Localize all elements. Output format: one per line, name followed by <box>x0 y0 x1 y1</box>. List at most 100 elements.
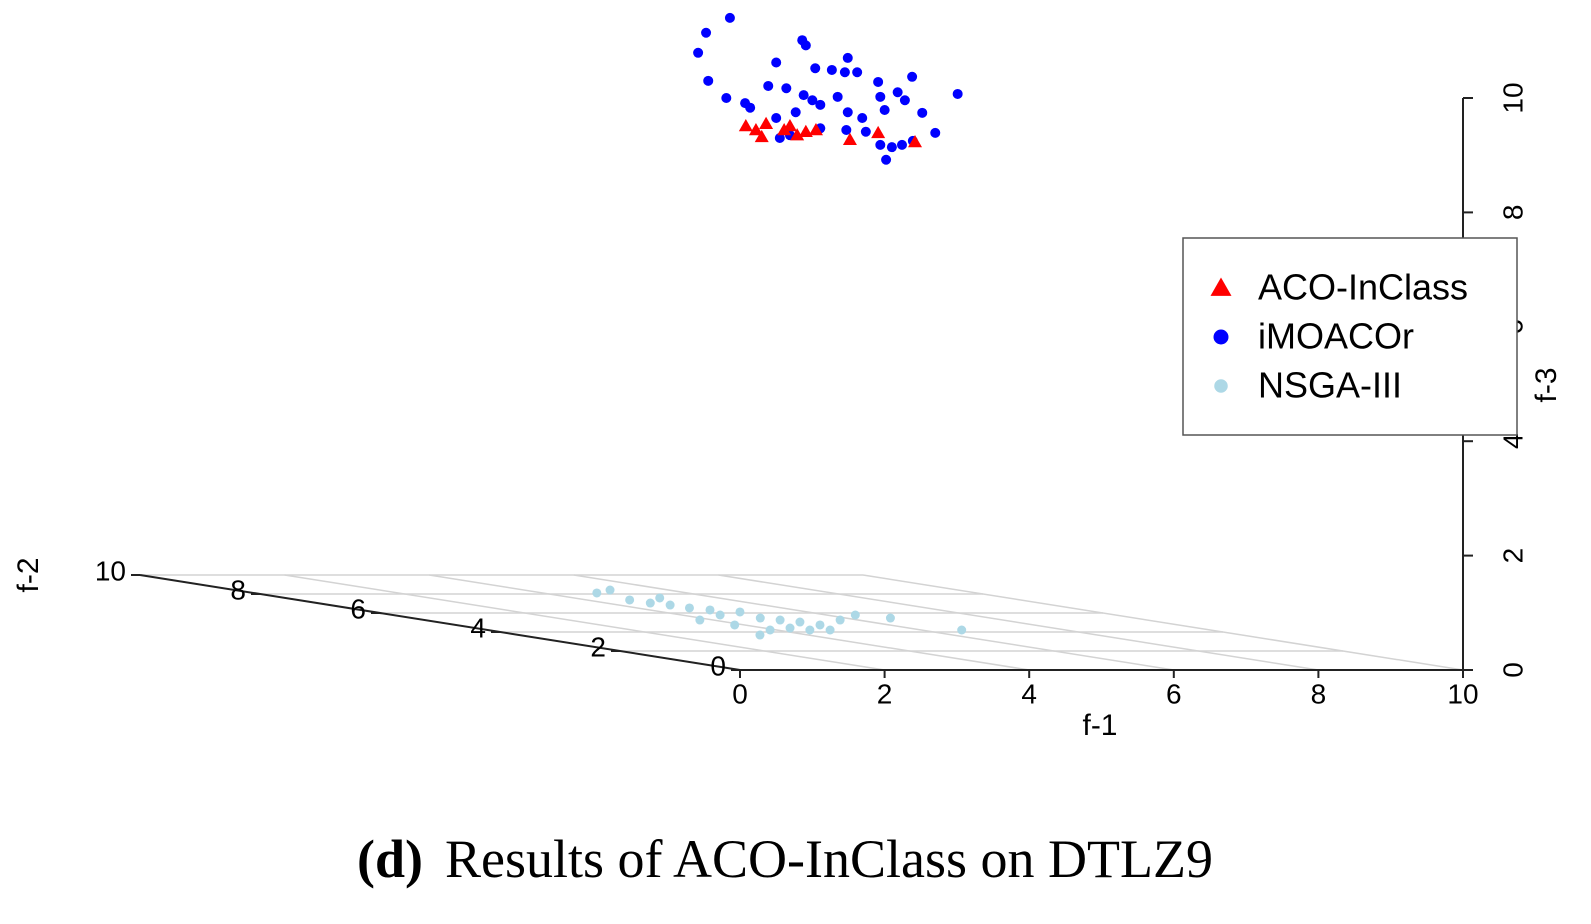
legend-marker <box>1213 329 1229 345</box>
x-axis-label: f-1 <box>1082 709 1117 742</box>
point <box>835 615 845 625</box>
legend-marker <box>1214 379 1228 393</box>
point <box>781 83 792 94</box>
z-tick-label: 10 <box>1497 82 1528 113</box>
point <box>765 625 775 635</box>
caption: (d) Results of ACO-InClass on DTLZ9 <box>357 829 1213 889</box>
point <box>790 128 805 141</box>
y-tick-label: 4 <box>470 612 486 643</box>
legend-label: iMOACOr <box>1258 316 1414 357</box>
point <box>952 88 963 99</box>
point <box>735 607 745 617</box>
grid-line <box>573 574 1174 671</box>
point <box>605 585 615 595</box>
point <box>705 605 715 615</box>
z-axis-label: f-3 <box>1530 367 1563 402</box>
y-tick-label: 10 <box>95 555 126 586</box>
point <box>703 75 714 86</box>
point <box>782 119 797 132</box>
point <box>795 617 805 627</box>
z-tick-label: 2 <box>1497 548 1528 564</box>
point <box>860 126 871 137</box>
point <box>655 593 665 603</box>
points <box>592 12 967 640</box>
point <box>785 623 795 633</box>
point <box>771 57 782 68</box>
point <box>798 90 809 101</box>
point <box>592 588 602 598</box>
y-tick-label: 2 <box>590 631 606 662</box>
y-axis <box>139 574 741 671</box>
grid-line <box>862 574 1464 671</box>
point <box>815 620 825 630</box>
point <box>759 116 774 129</box>
point <box>879 104 890 115</box>
x-tick-label: 10 <box>1447 678 1478 709</box>
point <box>805 625 815 635</box>
x-tick-label: 2 <box>877 678 893 709</box>
point <box>842 52 853 63</box>
point <box>857 112 868 123</box>
point <box>873 76 884 87</box>
point <box>755 613 765 623</box>
axes: 024681002468100246810 <box>95 82 1529 709</box>
point <box>815 99 826 110</box>
point <box>908 135 923 148</box>
point <box>695 615 705 625</box>
point <box>899 95 910 106</box>
point <box>917 107 928 118</box>
x-tick-label: 4 <box>1021 678 1037 709</box>
x-tick-label: 8 <box>1311 678 1327 709</box>
grid-line <box>429 574 1030 671</box>
legend-marker <box>1210 277 1232 296</box>
point <box>885 613 895 623</box>
point <box>871 125 886 139</box>
point <box>738 119 753 132</box>
point <box>771 112 782 123</box>
point <box>881 154 892 165</box>
point <box>754 129 769 143</box>
grid-line <box>718 574 1319 671</box>
y-tick-label: 0 <box>710 650 726 681</box>
point <box>957 625 967 635</box>
point <box>807 95 818 106</box>
legend-label: ACO-InClass <box>1258 267 1468 308</box>
point <box>790 107 801 118</box>
point <box>701 27 712 38</box>
point <box>798 124 813 137</box>
point <box>842 107 853 118</box>
point <box>721 92 732 103</box>
point <box>775 615 785 625</box>
point <box>875 139 886 150</box>
point <box>852 67 863 78</box>
z-tick-label: 0 <box>1497 662 1528 678</box>
point <box>763 80 774 91</box>
point <box>930 127 941 138</box>
point <box>841 125 852 136</box>
point <box>839 67 850 78</box>
point <box>875 91 886 102</box>
z-tick-label: 4 <box>1497 433 1528 449</box>
point <box>665 600 675 610</box>
point <box>745 102 756 113</box>
grid-line <box>284 574 885 671</box>
point <box>808 123 823 136</box>
y-tick-label: 8 <box>230 574 246 605</box>
point <box>826 64 837 75</box>
point <box>832 91 843 102</box>
x-tick-label: 6 <box>1166 678 1182 709</box>
point <box>896 139 907 150</box>
x-tick-label: 0 <box>732 678 748 709</box>
y-tick-label: 6 <box>350 593 366 624</box>
legend-box <box>1182 237 1518 436</box>
caption-label: (d) <box>357 829 423 889</box>
legend: ACO-InClass iMOACOr NSGA-III <box>1182 237 1518 436</box>
y-axis-label: f-2 <box>12 557 45 592</box>
z-tick-label: 8 <box>1497 205 1528 221</box>
point <box>842 132 857 145</box>
point <box>825 625 835 635</box>
point <box>645 598 655 608</box>
point <box>850 610 860 620</box>
point <box>693 47 704 58</box>
